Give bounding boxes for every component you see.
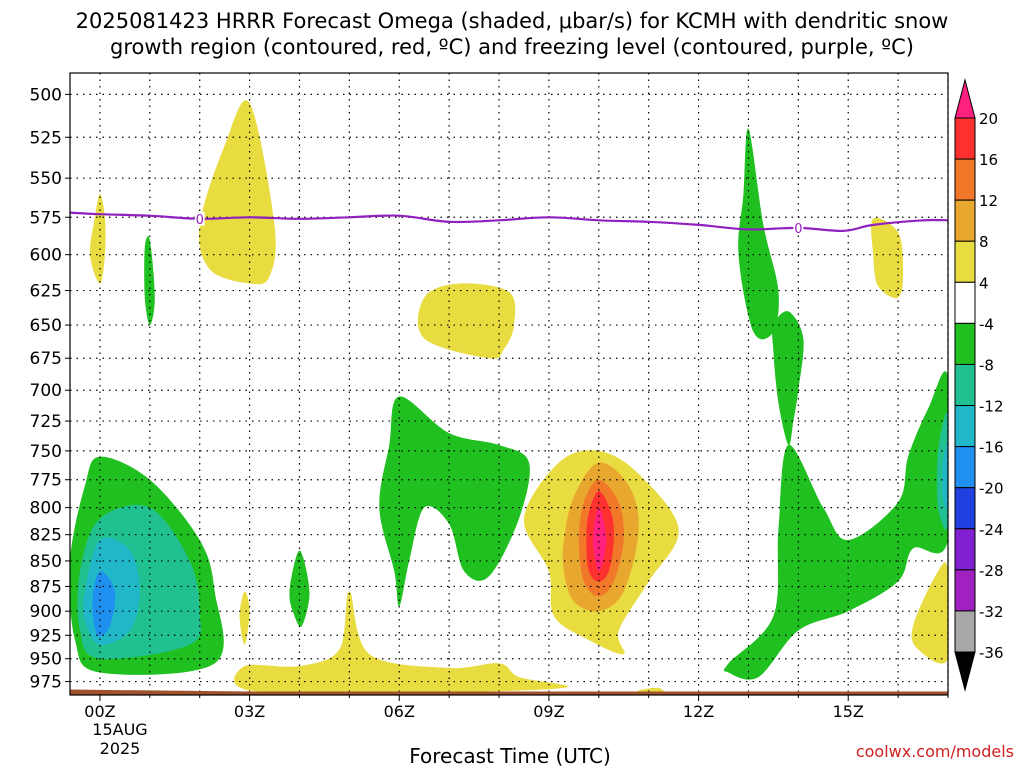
axes-layer: 500 525 550 575 600 625 650 675 700 725 750 775 800 8…	[30, 72, 949, 721]
colorbar-label-8: -16	[979, 439, 1004, 457]
colorbar-label-2: 12	[979, 192, 998, 210]
colorbar-label-3: 8	[979, 233, 989, 251]
y-tick-label-500: 500	[30, 85, 62, 105]
omega-region-4-4	[239, 591, 250, 645]
colorbar-label-5: -4	[979, 315, 994, 333]
terrain-layer	[70, 689, 948, 695]
y-tick-label-825: 825	[30, 526, 62, 546]
y-tick-label-925: 925	[30, 626, 62, 646]
colorbar-label-7: -12	[979, 398, 1004, 416]
colorbar-box-2	[954, 199, 976, 242]
colorbar-box-11	[954, 569, 976, 612]
colorbar-label-6: -8	[979, 356, 994, 374]
y-tick-label-850: 850	[30, 552, 62, 572]
omega-region-neg4-17	[738, 128, 779, 340]
colorbar-box-10	[954, 528, 976, 571]
y-tick-label-750: 750	[30, 442, 62, 462]
colorbar-bottom-arrow	[954, 651, 976, 692]
site-credit: coolwx.com/models	[855, 742, 1014, 761]
omega-region-4-5	[234, 591, 569, 694]
omega-region-4-2	[417, 283, 516, 359]
omega-region-neg4-14	[379, 396, 530, 607]
freezing-label-0: 0	[196, 213, 204, 228]
omega-region-neg4-18	[772, 311, 804, 446]
colorbar-box-6	[954, 363, 976, 407]
x-tick-label-03Z: 03Z	[234, 702, 265, 721]
colorbar-label-0: 20	[979, 110, 998, 128]
omega-region-4-0	[89, 194, 106, 284]
colorbar-label-9: -20	[979, 480, 1004, 498]
colorbar-box-1	[954, 158, 976, 201]
start-date-day: 15AUG	[92, 720, 148, 739]
y-tick-label-775: 775	[30, 471, 62, 491]
omega-region-neg4-19	[723, 371, 948, 680]
colorbar-label-10: -24	[979, 521, 1004, 539]
x-tick-label-06Z: 06Z	[384, 702, 415, 721]
x-tick-label-00Z: 00Z	[84, 702, 115, 721]
colorbar-label-13: -36	[979, 644, 1004, 662]
colorbar-label-12: -32	[979, 603, 1004, 621]
colorbar-box-5	[954, 322, 976, 365]
x-axis-label: Forecast Time (UTC)	[409, 744, 611, 768]
chart-title: 2025081423 HRRR Forecast Omega (shaded, …	[0, 8, 1024, 60]
omega-region-neg12-23	[942, 443, 948, 511]
colorbar-box-12	[954, 610, 976, 653]
colorbar-box-7	[954, 405, 976, 448]
y-tick-label-725: 725	[30, 412, 62, 432]
y-tick-label-575: 575	[30, 208, 62, 228]
omega-shading-layer	[70, 100, 948, 695]
omega-region-neg4-15	[289, 550, 310, 627]
y-tick-label-950: 950	[30, 650, 62, 670]
colorbar-box-8	[954, 446, 976, 489]
y-tick-label-900: 900	[30, 602, 62, 622]
title-line-2: growth region (contoured, red, ºC) and f…	[110, 35, 914, 59]
y-tick-label-700: 700	[30, 381, 62, 401]
x-tick-label-09Z: 09Z	[533, 702, 564, 721]
freezing-level-layer: 00	[69, 211, 949, 237]
colorbar-box-3	[954, 240, 976, 283]
x-tick-label-15Z: 15Z	[833, 702, 864, 721]
colorbar-label-4: 4	[979, 274, 989, 292]
colorbar-top-arrow	[954, 78, 976, 119]
y-tick-label-625: 625	[30, 282, 62, 302]
y-tick-label-675: 675	[30, 349, 62, 369]
omega-region-neg16-24	[92, 571, 116, 637]
colorbar-label-11: -28	[979, 562, 1004, 580]
omega-region-4-8	[911, 562, 948, 664]
y-tick-label-875: 875	[30, 577, 62, 597]
freezing-label-bg-1	[793, 220, 804, 235]
omega-region-4-3	[871, 217, 904, 299]
y-tick-label-525: 525	[30, 128, 62, 148]
freezing-label-bg-0	[194, 211, 205, 226]
omega-region-neg4-13	[144, 235, 155, 326]
colorbar-box-0	[954, 117, 976, 160]
colorbar-box-4	[954, 281, 976, 324]
y-tick-label-600: 600	[30, 246, 62, 266]
y-tick-label-800: 800	[30, 499, 62, 519]
y-tick-label-975: 975	[30, 673, 62, 693]
freezing-label-1: 0	[794, 222, 802, 237]
y-tick-label-650: 650	[30, 316, 62, 336]
colorbar-box-9	[954, 487, 976, 530]
terrain-surface	[70, 689, 948, 695]
start-date-year: 2025	[99, 739, 141, 758]
omega-region-4-1	[198, 100, 276, 285]
colorbar-label-1: 16	[979, 151, 998, 169]
title-line-1: 2025081423 HRRR Forecast Omega (shaded, …	[75, 9, 949, 33]
x-tick-label-12Z: 12Z	[683, 702, 714, 721]
start-date-label: 15AUG 2025	[72, 720, 168, 758]
colorbar: 20 16 12 8 4 -4 -8 -12 -16 -20 -24 -28 -32 -36	[954, 78, 1004, 692]
y-tick-label-550: 550	[30, 169, 62, 189]
omega-region-20-12	[592, 507, 607, 572]
plot-frame	[69, 72, 949, 696]
